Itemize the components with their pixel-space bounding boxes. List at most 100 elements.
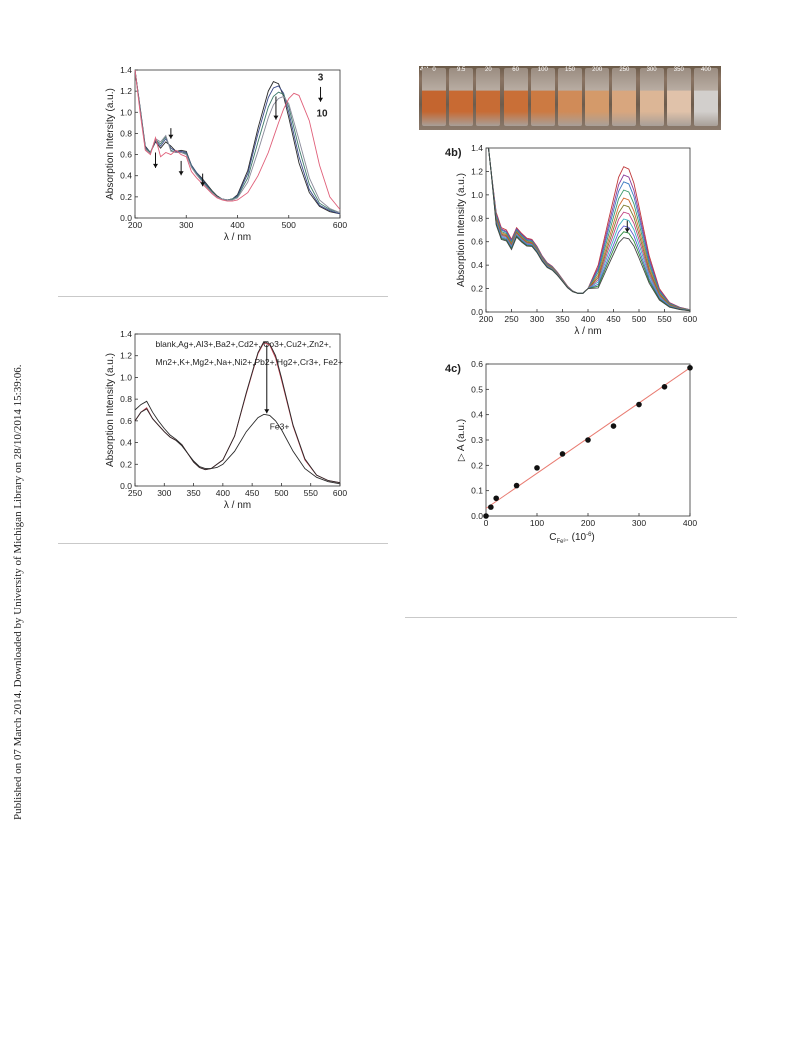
x-tick-label: 400 <box>581 314 595 324</box>
x-tick-label: 500 <box>282 220 296 230</box>
vial <box>530 68 555 126</box>
x-axis-label-tail: (10 <box>572 532 587 543</box>
y-tick-label: 0.4 <box>120 438 132 448</box>
x-axis-label-end: ) <box>591 532 594 543</box>
y-tick-label: 1.2 <box>120 86 132 96</box>
x-tick-label: 250 <box>504 314 518 324</box>
y-tick-label: 0.8 <box>120 128 132 138</box>
x-tick-label: 550 <box>304 488 318 498</box>
vial-label: 200 <box>592 67 603 73</box>
vial-label: 250 <box>619 67 630 73</box>
panel-label: 4c) <box>445 363 461 375</box>
vial-label: 0 <box>432 67 436 73</box>
data-point <box>483 513 489 519</box>
arrow-down-marker-head <box>168 134 174 139</box>
x-tick-label: 350 <box>186 488 200 498</box>
y-tick-label: 0.0 <box>471 307 483 317</box>
y-tick-label: 0.0 <box>120 481 132 491</box>
vial-label: 150 <box>564 67 575 73</box>
vial-label: 400 <box>700 67 711 73</box>
x-tick-label: 400 <box>230 220 244 230</box>
annotation-end: 10 <box>317 109 329 120</box>
arrow-up-marker-head <box>178 171 184 176</box>
x-tick-label: 200 <box>479 314 493 324</box>
y-tick-label: 1.2 <box>120 351 132 361</box>
y-tick-label: 1.4 <box>120 65 132 75</box>
x-tick-label: 300 <box>632 518 646 528</box>
vial-label: 100 <box>537 67 548 73</box>
arrow-up-marker-head <box>153 163 158 168</box>
y-axis-label: Absorption Intensity (a.u.) <box>456 173 467 287</box>
x-axis-label: λ / nm <box>224 232 251 243</box>
y-tick-label: 0.4 <box>120 171 132 181</box>
y-tick-label: 1.0 <box>471 190 483 200</box>
y-axis-label: Absorption Intersity (a.u.) <box>105 88 116 200</box>
arrow-down-marker-head <box>624 228 630 233</box>
spectrum-line <box>486 147 691 312</box>
arrow-down-marker-head <box>318 97 324 102</box>
y-tick-label: 0.4 <box>471 410 483 420</box>
x-tick-label: 500 <box>274 488 288 498</box>
x-tick-label: 100 <box>530 518 544 528</box>
vial <box>476 68 501 126</box>
x-axis-label: λ / nm <box>574 326 601 337</box>
data-point <box>610 423 617 429</box>
y-tick-label: 1.4 <box>471 143 483 153</box>
y-tick-label: 0.0 <box>471 511 483 521</box>
spectrum-line <box>134 69 341 210</box>
y-tick-label: 0.2 <box>120 192 132 202</box>
data-point <box>559 451 566 457</box>
vial <box>422 68 446 126</box>
y-axis-label: ▷ A (a.u.) <box>456 419 467 461</box>
x-tick-label: 500 <box>632 314 646 324</box>
publication-sidebar: Published on 07 March 2014. Downloaded b… <box>2 190 24 820</box>
x-axis-label-sup: -6 <box>586 532 592 538</box>
x-tick-label: 400 <box>683 518 697 528</box>
y-tick-label: 0.6 <box>120 150 132 160</box>
arrow-down-marker-head <box>264 409 270 414</box>
data-point <box>493 495 499 502</box>
divider-rule <box>58 296 388 297</box>
y-tick-label: 0.4 <box>471 260 483 270</box>
x-tick-label: 200 <box>581 518 595 528</box>
vial-label: 60 <box>512 67 519 73</box>
y-tick-label: 1.0 <box>120 107 132 117</box>
y-tick-label: 0.2 <box>120 459 132 469</box>
x-tick-label: 200 <box>128 220 142 230</box>
vial <box>585 68 610 126</box>
data-point <box>513 482 520 489</box>
x-tick-label: 0 <box>484 518 489 528</box>
vial <box>694 68 718 126</box>
y-tick-label: 0.2 <box>471 284 483 294</box>
x-tick-label: 550 <box>657 314 671 324</box>
vial-label: 350 <box>673 67 684 73</box>
x-axis-label-main: C <box>549 532 556 543</box>
chart-fig4b: 200 250 300 350 400 450 500 550 600 0.0 0.2 0.4 0.6 0… <box>445 143 697 337</box>
y-tick-label: 0.6 <box>120 416 132 426</box>
spectrum-line <box>134 400 341 485</box>
y-tick-label: 0.1 <box>471 486 483 496</box>
x-tick-label: 600 <box>333 488 347 498</box>
y-tick-label: 1.4 <box>120 329 132 339</box>
x-tick-label: 300 <box>530 314 544 324</box>
x-tick-label: 250 <box>128 488 142 498</box>
data-point <box>585 437 591 443</box>
y-tick-label: 0.2 <box>471 460 483 470</box>
x-tick-label: 600 <box>333 220 347 230</box>
vial <box>449 68 474 126</box>
chart-fig3: 200 300 400 500 600 0.0 0.2 0.4 0.6 0.8 1.0 1.2 1.4 λ… <box>105 65 347 243</box>
y-tick-label: 0.0 <box>120 213 132 223</box>
y-tick-label: 1.2 <box>471 166 483 176</box>
vial-label: 9.5 <box>457 67 466 73</box>
x-axis-label: CFe³⁺ (10-6) <box>549 532 595 545</box>
x-tick-label: 300 <box>179 220 193 230</box>
annotation-start: 3 <box>318 73 324 84</box>
publication-notice: Published on 07 March 2014. Downloaded b… <box>12 364 24 820</box>
y-tick-label: 0.8 <box>471 213 483 223</box>
y-tick-label: 1.0 <box>120 372 132 382</box>
y-tick-label: 0.6 <box>471 359 483 369</box>
x-tick-label: 300 <box>157 488 171 498</box>
spectrum-line <box>486 147 691 311</box>
y-tick-label: 0.6 <box>471 237 483 247</box>
y-tick-label: 0.8 <box>120 394 132 404</box>
